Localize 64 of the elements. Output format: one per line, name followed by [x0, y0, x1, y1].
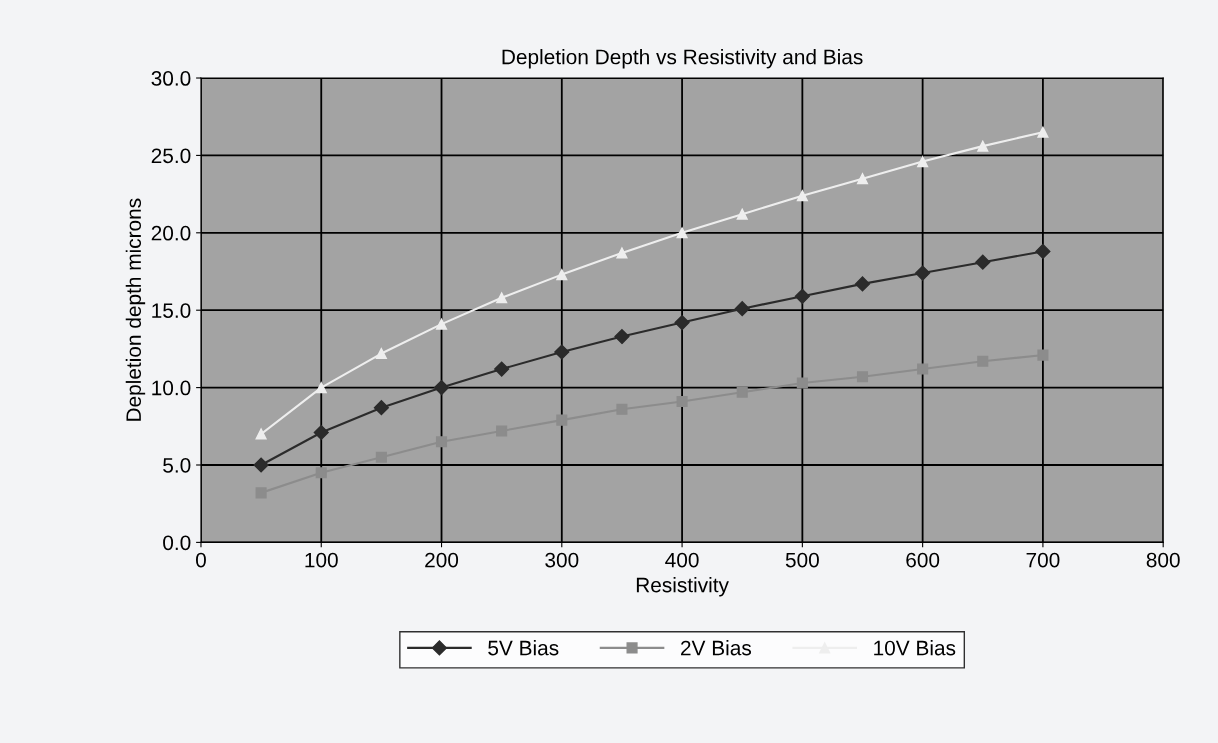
chart-title: Depletion Depth vs Resistivity and Bias	[502, 49, 863, 69]
y-tick-label: 25.0	[151, 148, 191, 164]
point	[315, 382, 327, 394]
legend-label: 10V Bias	[874, 640, 956, 656]
y-tick-label: 5.0	[163, 458, 191, 473]
x-tick-label: 800	[1146, 552, 1180, 568]
point	[676, 227, 688, 239]
point	[977, 140, 989, 152]
legend-label: 2V Bias	[681, 640, 752, 656]
x-tick-label: 600	[906, 552, 940, 568]
point	[856, 371, 869, 383]
point	[373, 400, 389, 416]
point	[794, 288, 810, 304]
x-axis-title: Resistivity	[636, 577, 729, 597]
point	[734, 301, 750, 317]
point	[1037, 126, 1049, 138]
point	[253, 457, 269, 473]
y-tick-label: 30.0	[151, 71, 191, 86]
point	[496, 425, 508, 437]
x-tick-label: 500	[785, 552, 819, 568]
y-tick-label: 0.0	[163, 535, 191, 551]
point	[1035, 243, 1051, 259]
point	[255, 487, 267, 499]
x-tick-label: 200	[425, 552, 459, 568]
x-tick-label: 100	[305, 552, 338, 568]
x-tick-label: 0	[195, 552, 206, 568]
point	[315, 467, 327, 479]
point	[375, 451, 387, 463]
point	[616, 403, 628, 415]
point	[975, 254, 991, 270]
x-tick-label: 700	[1026, 552, 1060, 568]
point	[616, 247, 628, 259]
point	[674, 315, 690, 331]
point	[796, 190, 808, 202]
point	[556, 269, 568, 281]
point	[554, 344, 570, 360]
point	[556, 414, 568, 426]
point	[375, 347, 387, 360]
point	[435, 436, 448, 448]
y-tick-label: 10.0	[152, 380, 191, 396]
point	[915, 265, 931, 281]
point	[255, 428, 267, 440]
y-tick-label: 20.0	[151, 225, 191, 241]
point	[854, 276, 871, 292]
point	[433, 380, 450, 396]
legend-label: 5V Bias	[488, 640, 559, 656]
point	[977, 355, 989, 367]
point	[496, 292, 508, 304]
point	[435, 318, 448, 330]
point	[796, 377, 808, 389]
y-axis-title: Depletion depth microns	[125, 198, 146, 421]
point	[614, 328, 630, 345]
point	[736, 386, 748, 398]
point	[313, 424, 329, 441]
point	[856, 173, 869, 185]
point	[676, 395, 688, 408]
point	[917, 363, 929, 375]
x-tick-label: 300	[545, 552, 579, 568]
x-tick-label: 400	[665, 552, 699, 568]
point	[494, 361, 510, 377]
point	[1037, 349, 1049, 361]
point	[736, 208, 748, 220]
point	[917, 156, 929, 168]
y-tick-label: 15.0	[152, 303, 191, 318]
